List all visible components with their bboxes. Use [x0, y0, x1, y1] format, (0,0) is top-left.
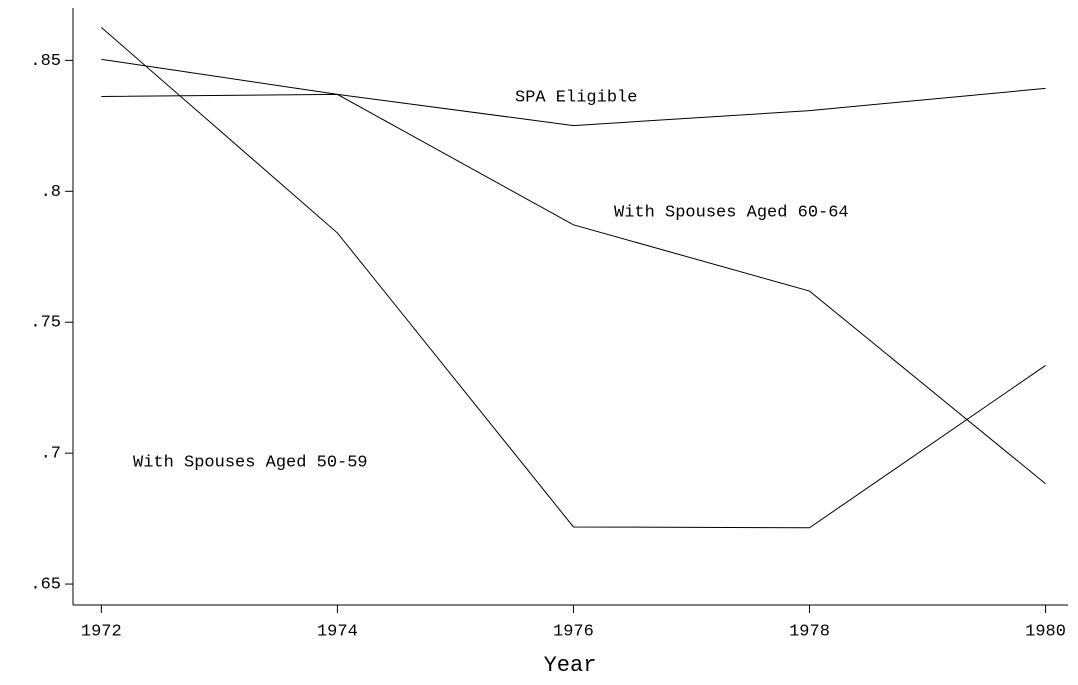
series-line — [101, 58, 1046, 485]
y-tick-label: .85 — [30, 52, 61, 71]
x-tick-label: 1978 — [789, 622, 830, 641]
x-axis-label: Year — [544, 653, 597, 678]
y-tick-label: .65 — [30, 576, 61, 595]
x-tick-label: 1972 — [81, 622, 122, 641]
series-line — [100, 26, 1046, 529]
series-line — [101, 87, 1046, 127]
x-tick-label: 1980 — [1025, 622, 1066, 641]
y-tick-label: .75 — [30, 314, 61, 333]
y-tick-label: .7 — [41, 445, 61, 464]
series-label: SPA Eligible — [515, 88, 637, 107]
y-tick-label: .8 — [41, 183, 61, 202]
x-tick-label: 1976 — [553, 622, 594, 641]
series-label: With Spouses Aged 50-59 — [133, 453, 368, 472]
x-tick-label: 1974 — [317, 622, 358, 641]
series-label: With Spouses Aged 60-64 — [614, 203, 849, 222]
